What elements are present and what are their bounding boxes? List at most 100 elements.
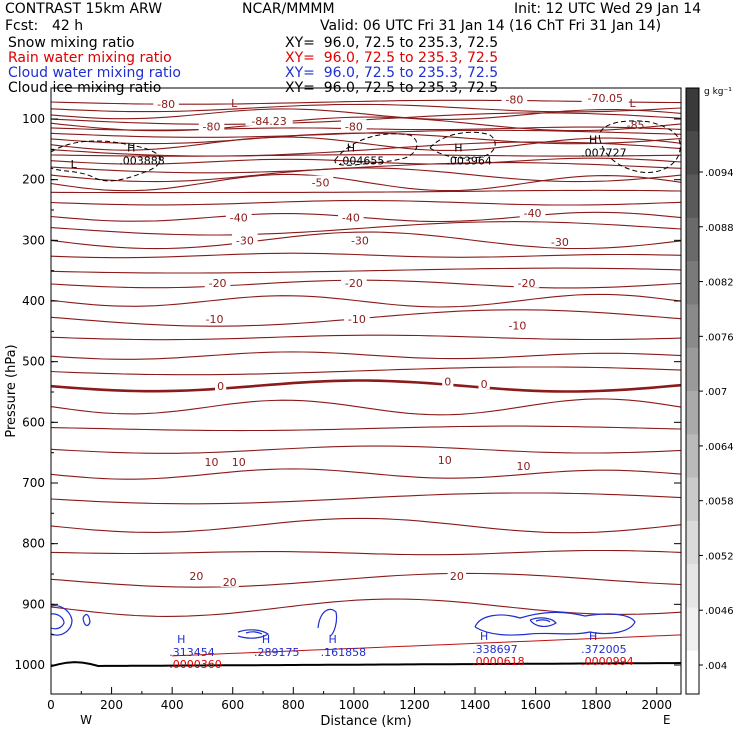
extremum-mark: H bbox=[589, 630, 597, 643]
isotherm-line bbox=[50, 334, 682, 341]
extremum-mark: L bbox=[71, 158, 78, 171]
isotherm-line bbox=[50, 129, 682, 138]
temp-label: 0 bbox=[217, 380, 224, 393]
colorbar-tick-label: .0094 bbox=[705, 168, 734, 179]
cloud-water-contour bbox=[535, 619, 551, 623]
isotherm-line bbox=[50, 132, 682, 145]
temp-label-bg bbox=[245, 113, 293, 126]
isotherm-line bbox=[50, 173, 682, 192]
cloud-ice-contour bbox=[598, 120, 681, 174]
extremum-value: .313454 bbox=[169, 646, 215, 659]
temp-label: -40 bbox=[342, 211, 360, 224]
field-xy-cloud-water: XY= 96.0, 72.5 to 235.3, 72.5 bbox=[285, 65, 499, 81]
temp-label-bg bbox=[153, 96, 179, 109]
isotherm-line bbox=[50, 549, 682, 556]
field-xy-rain: XY= 96.0, 72.5 to 235.3, 72.5 bbox=[285, 50, 499, 66]
colorbar-tick-label: .007 bbox=[705, 387, 727, 398]
field-name-cloud-water: Cloud water mixing ratio bbox=[8, 65, 181, 81]
isotherm-line bbox=[50, 598, 682, 617]
isotherm-line bbox=[50, 492, 682, 505]
isotherm-line bbox=[50, 379, 682, 393]
temp-label: 10 bbox=[232, 456, 246, 469]
cloud-ice-contour bbox=[50, 140, 161, 182]
y-tick-label: 300 bbox=[22, 233, 45, 247]
y-axis-title: Pressure (hPa) bbox=[4, 344, 19, 437]
extremum-mark: L bbox=[629, 97, 636, 110]
colorbar-segment bbox=[686, 477, 699, 522]
x-tick-label: 1600 bbox=[520, 698, 551, 712]
temp-label-bg bbox=[435, 452, 454, 465]
field-name-snow: Snow mixing ratio bbox=[8, 35, 135, 51]
colorbar-segment bbox=[686, 391, 699, 435]
y-tick-label: 900 bbox=[22, 597, 45, 611]
colorbar-segment bbox=[686, 434, 699, 479]
colorbar-layer: g kg⁻¹ .0094 .0088 .0082 .0076 .007 .0064 .0058… bbox=[685, 87, 734, 695]
extremum-value: .0000994 bbox=[581, 655, 634, 668]
extremum-value: .0000618 bbox=[472, 655, 525, 668]
temp-label-bg bbox=[504, 318, 531, 331]
temp-label-bg bbox=[220, 574, 239, 587]
colorbar-tick-label: .0082 bbox=[705, 278, 734, 289]
temp-label-bg bbox=[341, 119, 367, 132]
temp-label-bg bbox=[307, 175, 334, 188]
temp-label-bg bbox=[519, 206, 546, 219]
x-tick-label: 400 bbox=[161, 698, 184, 712]
isotherm-line bbox=[50, 517, 682, 534]
extremum-value: .003888 bbox=[119, 154, 165, 167]
temp-label: -40 bbox=[230, 211, 248, 224]
colorbar-segment bbox=[686, 174, 699, 219]
x-tick-label: 1800 bbox=[581, 698, 612, 712]
isotherm-line bbox=[50, 141, 682, 157]
temp-label: -10 bbox=[206, 313, 224, 326]
colorbar-tick-label: .0052 bbox=[705, 551, 734, 562]
y-tick-label: 800 bbox=[22, 537, 45, 551]
isotherm-line bbox=[50, 136, 682, 151]
y-tick-label: 400 bbox=[22, 294, 45, 308]
isotherm-line bbox=[50, 108, 682, 120]
temp-label-bg bbox=[514, 459, 533, 472]
isotherm-line bbox=[50, 116, 682, 132]
temp-label-bg bbox=[547, 235, 573, 248]
temp-label: 20 bbox=[223, 576, 237, 589]
extremum-value: .003964 bbox=[446, 154, 492, 167]
extremum-value: .0000360 bbox=[169, 658, 222, 671]
valid-time: Valid: 06 UTC Fri 31 Jan 14 (16 ChT Fri … bbox=[320, 18, 662, 34]
temp-label: 10 bbox=[438, 454, 452, 467]
temp-label: -20 bbox=[345, 277, 363, 290]
extremum-mark: L bbox=[231, 97, 238, 110]
temp-label-bg bbox=[501, 92, 528, 105]
temp-label: 0 bbox=[481, 378, 488, 391]
extremum-value: .161858 bbox=[321, 646, 367, 659]
temp-label: -20 bbox=[518, 277, 536, 290]
west-label: W bbox=[80, 713, 92, 727]
colorbar-tick-label: .0076 bbox=[705, 332, 734, 343]
colorbar-segment bbox=[686, 607, 699, 652]
colorbar-segment bbox=[686, 304, 699, 349]
isotherm-line bbox=[50, 221, 682, 236]
temp-label-bg bbox=[204, 275, 231, 288]
colorbar-segment bbox=[686, 347, 699, 392]
colorbar-segment bbox=[686, 564, 699, 608]
colorbar-tick-label: .004 bbox=[705, 661, 727, 672]
fcst-label: Fcst: bbox=[5, 18, 39, 34]
rain-water-contour bbox=[172, 634, 682, 657]
isotherm-line bbox=[50, 231, 682, 250]
label-layer: -80 -80 -80 -80 -70.05 -84.23 -50 -40 -40 -40 -30 -… bbox=[71, 90, 645, 671]
isotherm-line bbox=[50, 398, 682, 416]
x-tick-label: 200 bbox=[100, 698, 123, 712]
isotherm-line bbox=[50, 293, 682, 308]
extremum-mark: H bbox=[480, 630, 488, 643]
isotherm-line bbox=[50, 211, 682, 223]
x-tick-label: 1000 bbox=[339, 698, 370, 712]
extremum-value: .004655 bbox=[339, 154, 385, 167]
extremum-mark: H bbox=[329, 633, 337, 646]
isotherm-line bbox=[50, 154, 682, 157]
extremum-mark: H bbox=[589, 134, 597, 147]
extremum-mark: H bbox=[454, 141, 462, 154]
cloud-water-contour bbox=[50, 605, 73, 636]
colorbar-segment bbox=[686, 261, 699, 305]
temp-label-bg bbox=[347, 233, 373, 246]
temp-label: -50 bbox=[312, 177, 330, 190]
